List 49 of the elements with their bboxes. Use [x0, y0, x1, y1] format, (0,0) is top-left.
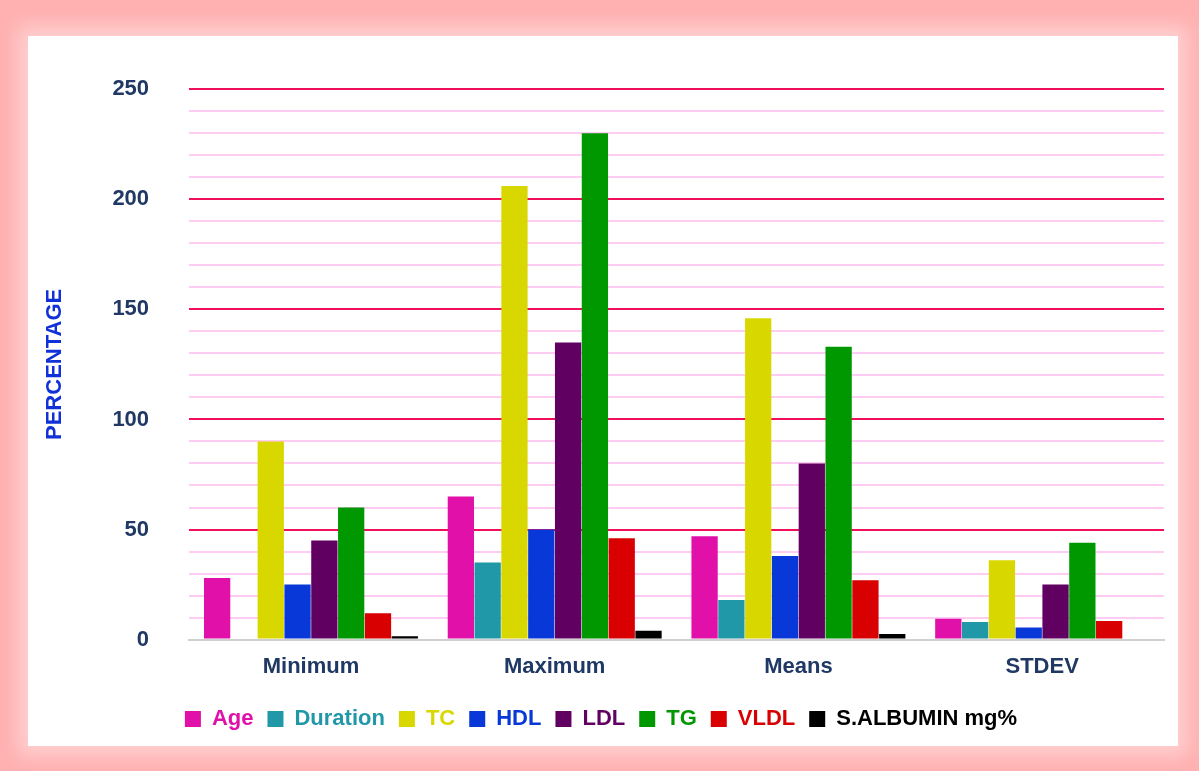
bar	[391, 636, 418, 639]
legend-label: VLDL	[737, 705, 796, 731]
bar	[745, 318, 772, 639]
bar	[554, 342, 582, 639]
bar	[257, 441, 284, 639]
bar	[338, 507, 365, 639]
y-tick-label: 50	[124, 515, 150, 541]
bar	[771, 555, 799, 639]
y-tick-label: 250	[112, 75, 150, 101]
bar	[961, 621, 989, 639]
bar	[852, 580, 879, 639]
bar	[528, 529, 555, 639]
x-tick-label: Minimum	[262, 652, 360, 678]
bar	[311, 540, 338, 639]
bar	[501, 186, 528, 639]
bar	[1015, 627, 1042, 639]
bar	[581, 133, 609, 639]
bar	[935, 618, 962, 639]
legend-label: TC	[425, 705, 456, 731]
bar	[364, 613, 392, 639]
bar	[798, 463, 825, 639]
y-tick-label: 150	[112, 295, 150, 321]
bar	[879, 634, 906, 639]
bar	[718, 599, 745, 639]
bar	[1096, 620, 1123, 639]
legend-label: Duration	[294, 705, 385, 731]
bar	[825, 346, 852, 639]
bar	[988, 560, 1016, 639]
bar	[635, 630, 662, 639]
y-tick-label: 200	[112, 185, 150, 211]
bar	[204, 577, 231, 639]
bar	[447, 496, 474, 639]
y-tick-label: 100	[112, 405, 150, 431]
y-axis-title: PERCENTAGE	[41, 288, 67, 440]
bar	[474, 562, 501, 639]
bar	[608, 538, 635, 639]
bar	[691, 536, 718, 639]
legend-label: TG	[666, 705, 697, 731]
legend-label: S.ALBUMIN mg%	[836, 705, 1018, 731]
legend-label: Age	[211, 705, 254, 731]
bar	[1042, 584, 1069, 639]
x-tick-label: Means	[764, 652, 833, 678]
y-tick-label: 0	[136, 625, 150, 651]
legend-label: LDL	[582, 705, 626, 731]
x-tick-label: STDEV	[1005, 652, 1080, 678]
x-tick-label: Maximum	[503, 652, 606, 678]
bar	[1069, 542, 1096, 639]
bar	[284, 584, 311, 639]
legend-label: HDL	[496, 705, 542, 731]
